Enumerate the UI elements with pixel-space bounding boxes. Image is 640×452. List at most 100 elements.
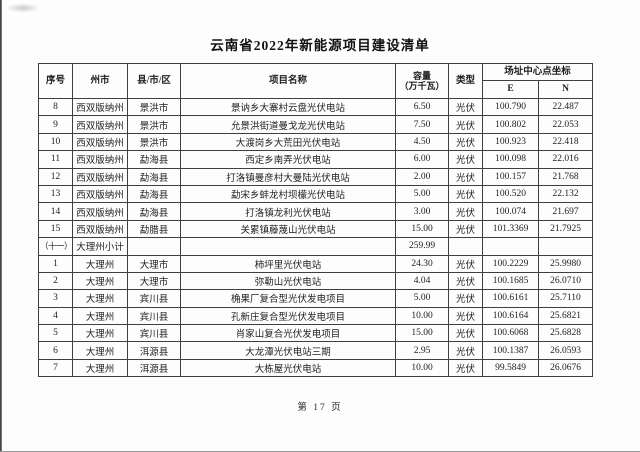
cell-prefecture: 西双版纳州 [72, 132, 128, 152]
cell-n: 22.053 [537, 115, 594, 134]
cell-county: 勐海县 [127, 150, 181, 169]
cell-type: 光伏 [448, 150, 483, 169]
cell-project: 大龙潭光伏电站三期 [180, 341, 396, 360]
subtotal-row: （十一） 大理州小计 259.99 [38, 237, 594, 256]
table-row: 3 大理州 宾川县 桷果厂复合型光伏发电项目 5.00 光伏 100.6161 25.7110 [38, 289, 594, 308]
scan-edge-left [0, 0, 2, 452]
cell-project: 大渡岗乡大荒田光伏电站 [180, 132, 396, 152]
cell-project: 允景洪街道曼戈龙光伏电站 [180, 115, 396, 134]
cell-prefecture: 大理州 [72, 306, 128, 326]
cell-seq: 5 [38, 324, 73, 343]
col-header-county: 县/市/区 [127, 63, 181, 99]
cell-type: 光伏 [448, 184, 483, 204]
cell-n: 21.697 [537, 202, 594, 221]
col-header-seq: 序号 [38, 63, 73, 99]
cell-capacity: 5.00 [395, 184, 449, 204]
table-row: 15 西双版纳州 勐腊县 关累镇藤蔑山光伏电站 15.00 光伏 101.3369 21.79… [38, 219, 594, 239]
col-header-north: N [537, 80, 594, 99]
cell-county: 景洪市 [127, 132, 181, 152]
table-row: 9 西双版纳州 景洪市 允景洪街道曼戈龙光伏电站 7.50 光伏 100.802 22.053 [38, 115, 594, 134]
cell-seq: 14 [38, 202, 73, 221]
cell-capacity: 3.00 [395, 202, 449, 221]
cell-project: 大栋屋光伏电站 [180, 358, 396, 378]
cell-seq: 9 [38, 115, 73, 134]
cell-e: 101.3369 [482, 219, 539, 239]
cell-seq: 2 [38, 271, 73, 291]
cell-capacity: 10.00 [395, 306, 449, 326]
cell-county: 洱源县 [127, 358, 181, 378]
cell-project: 景讷乡大寨村云盘光伏电站 [180, 97, 396, 117]
cell-prefecture: 大理州 [72, 341, 128, 360]
table-row: 2 大理州 大理市 弥勒山光伏电站 4.04 光伏 100.1685 26.0710 [38, 271, 594, 291]
scan-artifact [6, 3, 40, 13]
cell-project: 肖家山复合光伏发电项目 [180, 324, 396, 343]
table-row: 4 大理州 宾川县 孔新庄复合型光伏发电项目 10.00 光伏 100.6164 25.682… [38, 306, 594, 326]
cell-county: 宾川县 [127, 306, 181, 326]
cell-e: 100.6068 [482, 324, 539, 343]
cell-e: 100.2229 [482, 254, 539, 273]
col-header-capacity: 容量 （万千瓦） [395, 63, 449, 99]
page-number: 第 17 页 [297, 403, 343, 414]
cell-county: 勐海县 [127, 184, 181, 204]
cell-county: 大理市 [127, 271, 181, 291]
page-title: 云南省2022年新能源项目建设清单 [210, 38, 430, 53]
cell-e: 100.790 [482, 97, 539, 117]
cell-seq: 1 [38, 254, 73, 273]
cell-county: 勐海县 [127, 167, 181, 186]
col-header-east: E [482, 80, 539, 99]
table-row: 13 西双版纳州 勐海县 勐宋乡蚌龙村坝檬光伏电站 5.00 光伏 100.520 22.13… [38, 184, 594, 204]
cell-project: 桷果厂复合型光伏发电项目 [180, 289, 396, 308]
table-row: 14 西双版纳州 勐海县 打洛镇龙利光伏电站 3.00 光伏 100.074 21.697 [38, 202, 594, 221]
cell-county: 勐腊县 [127, 219, 181, 239]
table-row: 5 大理州 宾川县 肖家山复合光伏发电项目 15.00 光伏 100.6068 25.6828 [38, 324, 594, 343]
table-header: 序号 州市 县/市/区 项目名称 容量 （万千瓦） 类型 场址中心点坐标 E N [38, 63, 594, 99]
cell-prefecture: 西双版纳州 [72, 202, 128, 221]
cell-capacity: 10.00 [395, 358, 449, 378]
cell-e: 100.923 [482, 132, 539, 152]
cell-capacity: 5.00 [395, 289, 449, 308]
cell-prefecture: 大理州 [72, 358, 128, 378]
cell-type: 光伏 [448, 306, 483, 326]
cell-prefecture: 大理州小计 [72, 237, 128, 256]
col-header-project: 项目名称 [180, 63, 396, 99]
cell-e: 100.1387 [482, 341, 539, 360]
cell-prefecture: 大理州 [72, 254, 128, 273]
cell-capacity: 6.00 [395, 150, 449, 169]
table-body: 8 西双版纳州 景洪市 景讷乡大寨村云盘光伏电站 6.50 光伏 100.790 22.487… [38, 97, 594, 378]
cell-e: 100.1685 [482, 271, 539, 291]
capacity-header-line1: 容量 [412, 70, 431, 81]
cell-n [537, 237, 594, 256]
cell-n: 25.6828 [537, 324, 594, 343]
cell-type: 光伏 [448, 167, 483, 186]
cell-seq: 4 [38, 306, 73, 326]
cell-type: 光伏 [448, 132, 483, 152]
cell-prefecture: 大理州 [72, 271, 128, 291]
cell-n: 22.132 [537, 184, 594, 204]
cell-n: 21.7925 [537, 219, 594, 239]
col-header-type: 类型 [448, 63, 483, 99]
cell-county: 洱源县 [127, 341, 181, 360]
table-row: 8 西双版纳州 景洪市 景讷乡大寨村云盘光伏电站 6.50 光伏 100.790 22.487 [38, 97, 594, 117]
cell-prefecture: 大理州 [72, 324, 128, 343]
table-row: 11 西双版纳州 勐海县 西定乡南弄光伏电站 6.00 光伏 100.098 22.016 [38, 150, 594, 169]
cell-capacity: 24.30 [395, 254, 449, 273]
cell-capacity: 15.00 [395, 324, 449, 343]
cell-county [127, 237, 181, 256]
cell-type: 光伏 [448, 219, 483, 239]
cell-prefecture: 大理州 [72, 289, 128, 308]
cell-project: 弥勒山光伏电站 [180, 271, 396, 291]
cell-project: 打洛镇龙利光伏电站 [180, 202, 396, 221]
cell-e: 100.6161 [482, 289, 539, 308]
cell-n: 26.0593 [537, 341, 594, 360]
col-header-coordinates: 场址中心点坐标 [481, 63, 594, 81]
cell-capacity: 2.00 [395, 167, 449, 186]
cell-n: 22.418 [537, 132, 594, 152]
cell-capacity: 4.50 [395, 132, 449, 152]
cell-seq: 3 [38, 289, 73, 308]
cell-e: 99.5849 [482, 358, 539, 378]
cell-capacity: 4.04 [395, 271, 449, 291]
cell-type: 光伏 [448, 254, 483, 273]
cell-n: 21.768 [537, 167, 594, 186]
cell-type: 光伏 [448, 202, 483, 221]
cell-n: 25.9980 [537, 254, 594, 273]
